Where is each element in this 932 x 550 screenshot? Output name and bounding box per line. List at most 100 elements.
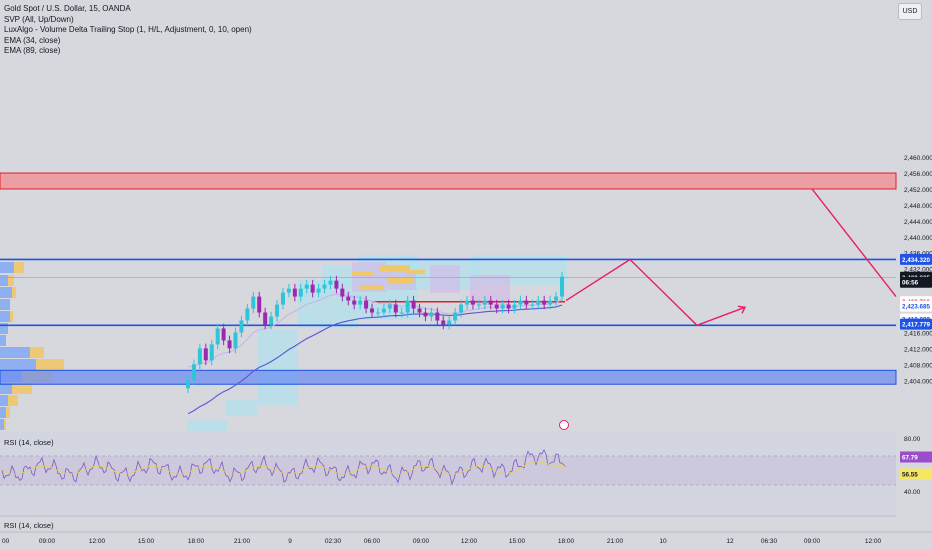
time-tick-label: 09:00: [804, 538, 821, 545]
rsi-tag-bg: [900, 468, 932, 480]
price-tick-label: 2,460.000: [904, 155, 932, 162]
second-projection-path: [811, 188, 897, 298]
session-vol-bar-0: [352, 272, 374, 276]
candle-29: [358, 300, 363, 305]
volume-row-sell-10: [12, 383, 32, 394]
price-tick-label: 2,412.000: [904, 346, 932, 353]
time-tick-label: 12:00: [865, 538, 882, 545]
price-tick-label: 2,440.000: [904, 235, 932, 242]
price-tick-label: 2,456.000: [904, 171, 932, 178]
volume-row-0: [0, 262, 14, 273]
rsi-pane: [0, 431, 896, 517]
time-tick-label: 02:30: [325, 538, 342, 545]
volume-row-8: [0, 359, 36, 370]
currency-button[interactable]: USD: [898, 3, 922, 20]
price-tag-label: 2,423.685: [902, 304, 931, 311]
candle-18: [292, 288, 297, 297]
rsi2-legend[interactable]: RSI (14, close): [4, 521, 54, 530]
price-tick-label: 2,404.000: [904, 378, 932, 385]
ema89-legend[interactable]: EMA (89, close): [4, 46, 61, 56]
volume-row-sell-11: [8, 395, 18, 406]
candle-46: [459, 304, 464, 313]
projection-paths[interactable]: [565, 188, 897, 327]
time-tick-label: 18:00: [558, 538, 575, 545]
volume-row-sell-7: [30, 347, 44, 358]
candle-61: [548, 300, 553, 305]
time-tick-label: 18:00: [188, 538, 205, 545]
price-tag-bg: [900, 300, 932, 312]
candle-1: [191, 364, 196, 381]
ema89-line: [187, 304, 563, 415]
projection-path: [565, 258, 746, 327]
candle-45: [453, 312, 458, 321]
ema-lines: [187, 293, 563, 415]
time-tick-label: 09:00: [413, 538, 430, 545]
candle-49: [476, 304, 481, 306]
volume-row-sell-1: [8, 275, 14, 286]
session-delta-box-3: [470, 275, 510, 305]
svp-legend[interactable]: SVP (All, Up/Down): [4, 14, 74, 24]
candle-25: [334, 280, 339, 289]
time-tick-label: 10: [659, 538, 667, 545]
candle-60: [542, 300, 547, 305]
candle-23: [322, 284, 327, 289]
price-tag-label: 2,417.779: [902, 322, 931, 329]
luxalgo-legend[interactable]: LuxAlgo - Volume Delta Trailing Stop (1,…: [4, 25, 252, 35]
candle-5: [215, 328, 220, 345]
session-vol-bar-1: [360, 285, 384, 290]
candle-48: [470, 300, 475, 305]
price-tick-label: 2,444.000: [904, 219, 932, 226]
ema34-legend[interactable]: EMA (34, close): [4, 35, 61, 45]
volume-row-5: [0, 323, 8, 334]
candle-47: [465, 300, 470, 305]
volume-row-2: [0, 287, 12, 298]
price-tag-bg: [900, 276, 932, 288]
rsi-legend[interactable]: RSI (14, close): [4, 438, 54, 447]
symbol-title[interactable]: Gold Spot / U.S. Dollar, 15, OANDA: [4, 4, 131, 13]
candle-42: [435, 312, 440, 321]
session-vol-bar-2: [380, 265, 410, 271]
candle-13: [263, 312, 268, 325]
session-box-1: [225, 400, 257, 416]
rsi-tick-label: 80.00: [904, 436, 921, 443]
zones: [0, 172, 897, 385]
candle-4: [209, 344, 214, 361]
time-tick-label: 09:00: [39, 538, 56, 545]
candle-19: [298, 288, 303, 297]
candle-37: [405, 300, 410, 313]
candle-12: [257, 296, 262, 313]
volume-row-sell-0: [14, 262, 24, 273]
price-tag-bg: [900, 253, 932, 265]
candle-53: [500, 304, 505, 309]
rsi-tag-label: 67.79: [902, 455, 918, 462]
candle-6: [221, 328, 226, 341]
candle-40: [423, 312, 428, 317]
candle-35: [393, 304, 398, 313]
candle-16: [280, 292, 285, 305]
time-tick-label: 12: [726, 538, 734, 545]
price-tick-label: 2,432.000: [904, 267, 932, 274]
candle-14: [269, 316, 274, 325]
candle-9: [239, 320, 244, 333]
price-tick-label: 2,416.000: [904, 330, 932, 337]
resistance-zone: [0, 172, 897, 190]
candle-10: [245, 308, 250, 321]
candle-39: [417, 308, 422, 313]
volume-row-sell-2: [12, 287, 16, 298]
candle-32: [375, 312, 380, 314]
candle-51: [488, 300, 493, 305]
price-tick-label: 2,452.000: [904, 187, 932, 194]
session-box-0: [187, 420, 227, 432]
session-vol-bar-3: [388, 278, 413, 283]
candle-2: [197, 348, 202, 365]
candle-3: [203, 348, 208, 361]
candle-11: [251, 296, 256, 309]
price-tick-label: 2,408.000: [904, 362, 932, 369]
price-tag-label: 2,434.320: [902, 257, 931, 264]
time-tick-label: 06:30: [761, 538, 778, 545]
volume-row-6: [0, 335, 6, 346]
candle-0: [186, 380, 190, 389]
candle-17: [286, 288, 291, 293]
candle-33: [381, 308, 386, 313]
